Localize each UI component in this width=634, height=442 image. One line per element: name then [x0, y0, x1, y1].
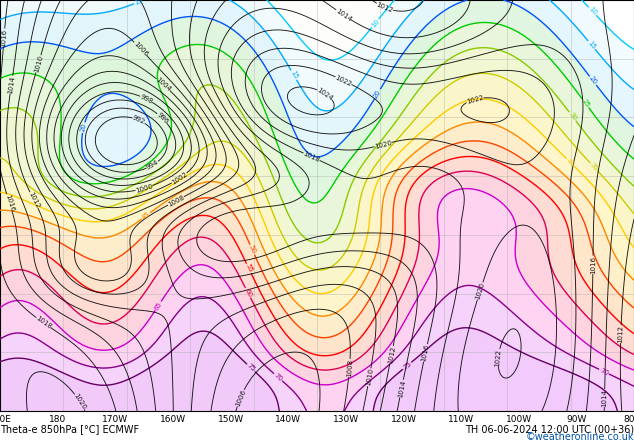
Text: 150W: 150W	[217, 415, 243, 424]
Text: 1022: 1022	[465, 94, 484, 105]
Text: 1006: 1006	[234, 389, 247, 408]
Text: 1024: 1024	[316, 87, 334, 101]
Text: 1014: 1014	[397, 379, 406, 398]
Text: 10: 10	[370, 18, 380, 29]
Text: 1014: 1014	[601, 389, 608, 407]
Text: ©weatheronline.co.uk: ©weatheronline.co.uk	[526, 432, 634, 442]
Text: 1020: 1020	[373, 139, 392, 149]
Text: 1012: 1012	[618, 325, 624, 343]
Text: 35: 35	[588, 161, 599, 172]
Text: 60: 60	[243, 287, 253, 298]
Text: 1000: 1000	[134, 183, 153, 194]
Text: 1006: 1006	[132, 40, 149, 57]
Text: 50: 50	[248, 244, 257, 255]
Text: 1022: 1022	[334, 74, 353, 87]
Text: 75: 75	[402, 361, 413, 371]
Text: 20: 20	[373, 88, 382, 99]
Text: 40: 40	[565, 157, 576, 168]
Text: 996: 996	[155, 111, 169, 125]
Text: 15: 15	[586, 40, 597, 50]
Text: 30: 30	[567, 111, 578, 122]
Text: 130W: 130W	[333, 415, 359, 424]
Text: 1008: 1008	[346, 358, 353, 377]
Text: 1018: 1018	[302, 150, 321, 163]
Text: 10: 10	[587, 6, 598, 17]
Text: 1016: 1016	[1, 28, 8, 47]
Text: 1020: 1020	[72, 392, 87, 411]
Text: 20: 20	[80, 122, 87, 133]
Text: 80W: 80W	[624, 415, 634, 424]
Text: 1014: 1014	[7, 75, 16, 94]
Text: 70: 70	[273, 372, 283, 382]
Text: 45: 45	[141, 211, 152, 221]
Text: 1020: 1020	[475, 282, 486, 301]
Text: 1018: 1018	[34, 315, 53, 331]
Text: 25: 25	[580, 98, 590, 109]
Text: 65: 65	[153, 301, 163, 311]
Text: 110W: 110W	[448, 415, 474, 424]
Text: 170E: 170E	[0, 415, 11, 424]
Text: 1016: 1016	[4, 193, 15, 212]
Text: 1022: 1022	[495, 349, 502, 367]
Text: 1012: 1012	[27, 191, 41, 210]
Text: 20: 20	[588, 76, 598, 86]
Text: 160W: 160W	[160, 415, 186, 424]
Text: 70: 70	[598, 367, 609, 376]
Text: 55: 55	[244, 263, 254, 274]
Text: 120W: 120W	[391, 415, 417, 424]
Text: 180: 180	[49, 415, 67, 424]
Text: 100W: 100W	[506, 415, 532, 424]
Text: 1012: 1012	[375, 1, 394, 14]
Text: 998: 998	[139, 93, 153, 105]
Text: 15: 15	[289, 70, 299, 80]
Text: 75: 75	[245, 363, 256, 373]
Text: TH 06-06-2024 12:00 UTC (00+36): TH 06-06-2024 12:00 UTC (00+36)	[465, 424, 634, 434]
Text: 1004: 1004	[155, 76, 172, 93]
Text: 90W: 90W	[566, 415, 586, 424]
Text: 1012: 1012	[387, 345, 396, 364]
Text: 1010: 1010	[33, 54, 44, 73]
Text: 1008: 1008	[167, 194, 185, 208]
Text: 1010: 1010	[365, 368, 374, 387]
Text: 1016: 1016	[421, 343, 430, 362]
Text: 15: 15	[134, 0, 145, 6]
Text: 140W: 140W	[275, 415, 301, 424]
Text: 170W: 170W	[102, 415, 128, 424]
Text: 994: 994	[145, 159, 160, 171]
Text: Theta-e 850hPa [°C] ECMWF: Theta-e 850hPa [°C] ECMWF	[0, 424, 139, 434]
Text: 992: 992	[131, 115, 146, 126]
Text: 1016: 1016	[590, 255, 596, 274]
Text: 1014: 1014	[334, 8, 353, 23]
Text: 1002: 1002	[171, 171, 188, 186]
